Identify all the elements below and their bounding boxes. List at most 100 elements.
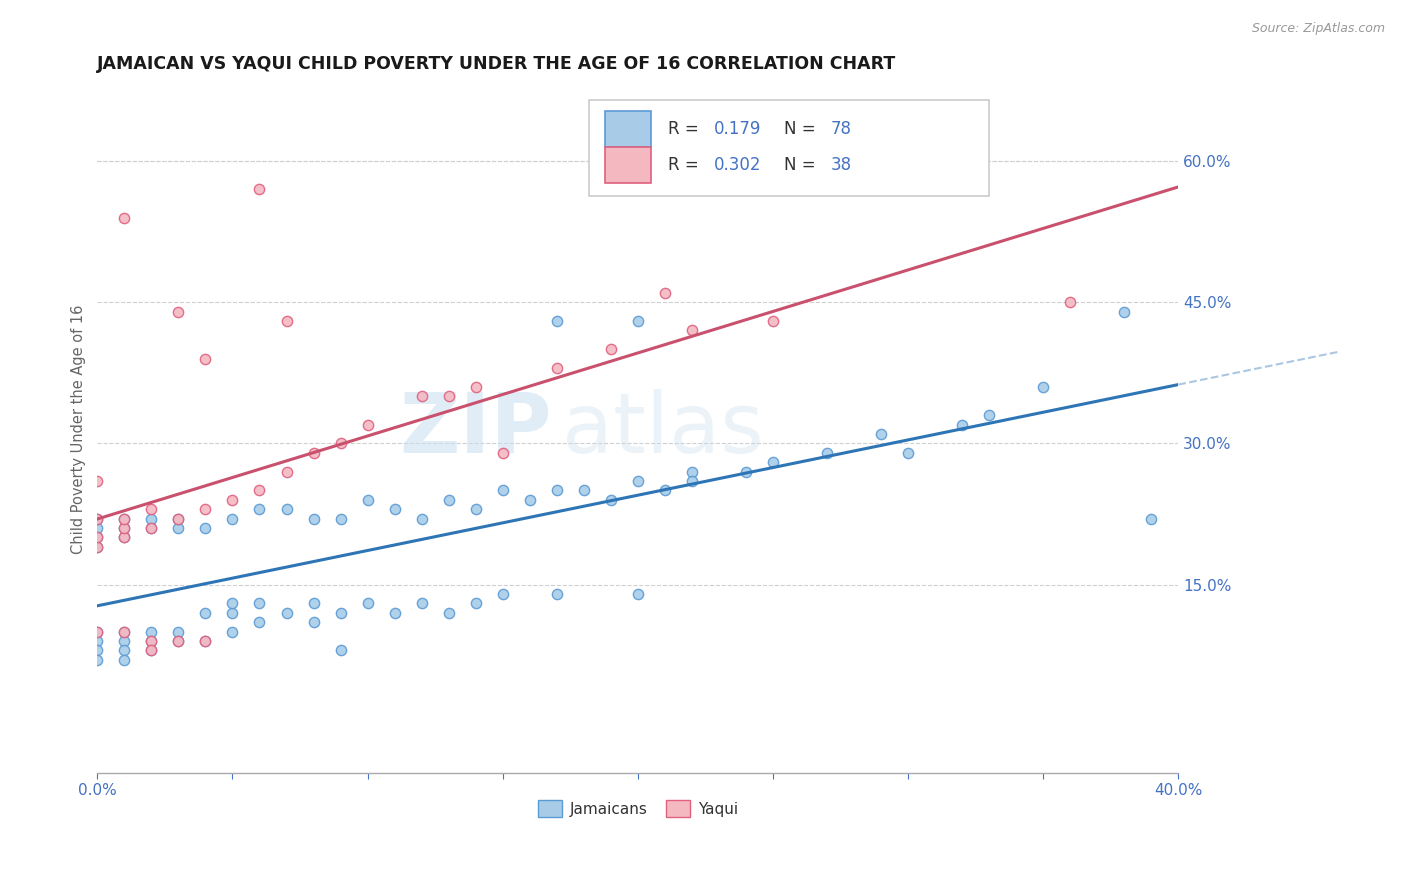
Point <box>897 446 920 460</box>
Point <box>221 596 243 610</box>
Point <box>654 483 676 498</box>
Point <box>815 446 838 460</box>
Point <box>276 502 298 516</box>
Point <box>411 596 433 610</box>
Point <box>329 606 352 620</box>
Point <box>141 643 163 657</box>
Point <box>356 417 378 432</box>
Point <box>86 540 108 554</box>
FancyBboxPatch shape <box>589 100 990 195</box>
Point <box>411 511 433 525</box>
Point <box>112 531 135 545</box>
Text: N =: N = <box>783 156 821 174</box>
Point <box>86 511 108 525</box>
Point <box>681 474 703 488</box>
Point <box>546 587 568 601</box>
Point <box>86 531 108 545</box>
Text: JAMAICAN VS YAQUI CHILD POVERTY UNDER THE AGE OF 16 CORRELATION CHART: JAMAICAN VS YAQUI CHILD POVERTY UNDER TH… <box>97 55 897 73</box>
Point <box>86 511 108 525</box>
Point <box>249 182 271 196</box>
Text: R =: R = <box>668 156 704 174</box>
Point <box>221 606 243 620</box>
Point <box>546 483 568 498</box>
Point <box>141 511 163 525</box>
Point <box>112 624 135 639</box>
Text: 0.302: 0.302 <box>713 156 761 174</box>
Point <box>112 511 135 525</box>
Point <box>86 474 108 488</box>
Point <box>249 615 271 630</box>
Point <box>627 314 650 328</box>
Point <box>276 606 298 620</box>
Legend: Jamaicans, Yaqui: Jamaicans, Yaqui <box>531 794 744 823</box>
Point <box>627 474 650 488</box>
FancyBboxPatch shape <box>606 112 651 147</box>
Point <box>411 389 433 403</box>
Point <box>112 521 135 535</box>
Point <box>384 502 406 516</box>
Point <box>546 314 568 328</box>
Point <box>221 511 243 525</box>
Point <box>86 521 108 535</box>
Point <box>141 502 163 516</box>
Point <box>1114 304 1136 318</box>
Point <box>464 596 486 610</box>
Point <box>492 446 515 460</box>
Point <box>86 643 108 657</box>
Text: 38: 38 <box>831 156 852 174</box>
Point <box>167 634 190 648</box>
Point <box>302 596 325 610</box>
Point <box>112 521 135 535</box>
Point <box>1032 380 1054 394</box>
Point <box>1140 511 1163 525</box>
Point <box>249 502 271 516</box>
Point <box>141 643 163 657</box>
Point <box>1059 295 1081 310</box>
Point <box>86 634 108 648</box>
Point <box>762 314 785 328</box>
Point <box>86 624 108 639</box>
Point <box>356 492 378 507</box>
Point <box>302 615 325 630</box>
Point <box>950 417 973 432</box>
Point <box>302 446 325 460</box>
Point <box>437 492 460 507</box>
Point <box>221 624 243 639</box>
Point <box>464 380 486 394</box>
Point <box>762 455 785 469</box>
Point <box>384 606 406 620</box>
Point <box>654 285 676 300</box>
Point <box>437 389 460 403</box>
Point <box>329 436 352 450</box>
Point <box>276 314 298 328</box>
Point <box>194 606 217 620</box>
Point <box>492 483 515 498</box>
Point <box>249 596 271 610</box>
Point <box>681 465 703 479</box>
Text: atlas: atlas <box>562 389 763 470</box>
Point <box>681 323 703 337</box>
Point <box>437 606 460 620</box>
Point <box>599 343 621 357</box>
Point <box>86 653 108 667</box>
Point <box>599 492 621 507</box>
Point <box>356 596 378 610</box>
Point <box>112 211 135 225</box>
Point <box>627 587 650 601</box>
Point <box>86 624 108 639</box>
Point <box>112 634 135 648</box>
Point <box>112 653 135 667</box>
Point <box>870 427 893 442</box>
Point <box>141 521 163 535</box>
Text: R =: R = <box>668 120 704 138</box>
Point <box>735 465 758 479</box>
Point <box>194 351 217 366</box>
Point <box>167 634 190 648</box>
Point <box>167 304 190 318</box>
Point <box>492 587 515 601</box>
Text: 0.179: 0.179 <box>713 120 761 138</box>
Point <box>112 643 135 657</box>
Point <box>276 465 298 479</box>
Point <box>86 531 108 545</box>
Point <box>194 502 217 516</box>
